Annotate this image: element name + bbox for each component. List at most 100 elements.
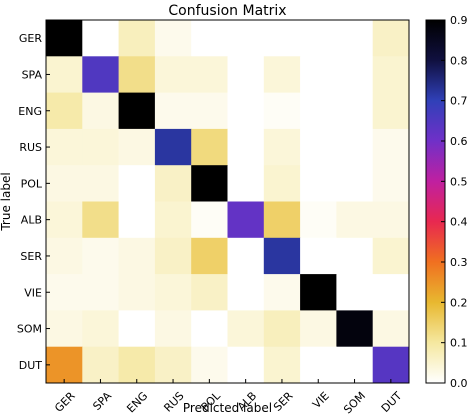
- heatmap-cell-som-spa: [82, 310, 120, 348]
- heatmap-cell-rus-ser: [263, 128, 301, 166]
- heatmap-cell-ger-som: [336, 20, 374, 57]
- heatmap-cell-ser-dut: [372, 237, 410, 275]
- heatmap-cell-ger-ser: [263, 20, 301, 57]
- x-tick-label: ENG: [124, 389, 150, 415]
- heatmap-cell-dut-alb: [227, 346, 265, 384]
- heatmap-cell-spa-ger: [46, 56, 83, 94]
- heatmap-cell-pol-alb: [227, 165, 265, 202]
- heatmap-cell-pol-eng: [118, 165, 156, 202]
- heatmap-cells: [46, 20, 410, 384]
- heatmap-cell-spa-eng: [118, 56, 156, 94]
- heatmap-cell-som-eng: [118, 310, 156, 348]
- heatmap-cell-spa-som: [336, 56, 374, 94]
- heatmap-cell-ger-spa: [82, 20, 120, 57]
- y-tick-label: DUT: [19, 359, 43, 372]
- heatmap-cell-som-pol: [191, 310, 228, 348]
- heatmap-cell-dut-rus: [154, 346, 192, 384]
- y-tick-label: SER: [20, 250, 42, 263]
- colorbar-tick-label: 0.9: [450, 14, 468, 27]
- y-axis-label: True label: [0, 172, 13, 231]
- heatmap-cell-alb-spa: [82, 201, 120, 239]
- heatmap-cell-som-som: [336, 310, 374, 348]
- heatmap-cell-ger-ger: [46, 20, 83, 57]
- heatmap-cell-spa-spa: [82, 56, 120, 94]
- colorbar-tick-label: 0.8: [450, 54, 468, 67]
- heatmap-cell-ser-alb: [227, 237, 265, 275]
- heatmap-cell-pol-vie: [300, 165, 337, 202]
- heatmap-cell-alb-eng: [118, 201, 156, 239]
- heatmap-cell-ger-rus: [154, 20, 192, 57]
- heatmap-cell-ger-eng: [118, 20, 156, 57]
- heatmap-cell-dut-eng: [118, 346, 156, 384]
- heatmap-cell-rus-eng: [118, 128, 156, 166]
- heatmap-cell-alb-alb: [227, 201, 265, 239]
- heatmap-cell-alb-rus: [154, 201, 192, 239]
- y-tick-label: VIE: [24, 286, 42, 299]
- heatmap-cell-som-rus: [154, 310, 192, 348]
- heatmap-cell-eng-ser: [263, 92, 301, 130]
- heatmap-cell-ger-vie: [300, 20, 337, 57]
- heatmap-cell-eng-pol: [191, 92, 228, 130]
- heatmap-cell-alb-som: [336, 201, 374, 239]
- x-tick-label: SER: [271, 389, 296, 414]
- heatmap-cell-rus-ger: [46, 128, 83, 166]
- y-tick-label: POL: [21, 177, 43, 190]
- heatmap-cell-ger-dut: [372, 20, 410, 57]
- heatmap-cell-spa-pol: [191, 56, 228, 94]
- heatmap-cell-vie-alb: [227, 274, 265, 311]
- heatmap-cell-pol-pol: [191, 165, 228, 202]
- heatmap-cell-ser-som: [336, 237, 374, 275]
- x-tick-label: SOM: [341, 389, 368, 416]
- heatmap-cell-dut-som: [336, 346, 374, 384]
- y-tick-label: RUS: [19, 141, 42, 154]
- colorbar-tick-label: 0.3: [450, 256, 468, 269]
- heatmap-cell-vie-vie: [300, 274, 337, 311]
- x-tick-label: GER: [52, 389, 78, 415]
- heatmap-cell-vie-spa: [82, 274, 120, 311]
- plot-frame: [45, 19, 410, 384]
- heatmap-cell-rus-spa: [82, 128, 120, 166]
- heatmap-cell-vie-dut: [372, 274, 410, 311]
- heatmap-cell-eng-eng: [118, 92, 156, 130]
- colorbar-tick-label: 0.1: [450, 337, 468, 350]
- y-tick-label: ALB: [21, 214, 42, 227]
- x-axis-label: Predicted label: [183, 401, 272, 415]
- heatmap-cell-rus-alb: [227, 128, 265, 166]
- heatmap-cell-rus-pol: [191, 128, 228, 166]
- heatmap-cell-eng-vie: [300, 92, 337, 130]
- heatmap-cell-eng-rus: [154, 92, 192, 130]
- heatmap-cell-pol-som: [336, 165, 374, 202]
- y-tick-label: ENG: [18, 105, 42, 118]
- heatmap-cell-vie-som: [336, 274, 374, 311]
- heatmap-cell-dut-ser: [263, 346, 301, 384]
- heatmap-cell-dut-dut: [372, 346, 410, 384]
- colorbar-tick-label: 0.0: [450, 377, 468, 390]
- heatmap-cell-eng-dut: [372, 92, 410, 130]
- heatmap-cell-rus-som: [336, 128, 374, 166]
- heatmap-cell-som-ser: [263, 310, 301, 348]
- colorbar-tick-label: 0.7: [450, 95, 468, 108]
- heatmap-cell-eng-alb: [227, 92, 265, 130]
- heatmap-cell-spa-vie: [300, 56, 337, 94]
- heatmap-cell-alb-dut: [372, 201, 410, 239]
- y-tick-label: GER: [19, 32, 42, 45]
- heatmap-cell-rus-rus: [154, 128, 192, 166]
- heatmap-cell-spa-dut: [372, 56, 410, 94]
- x-tick-label: DUT: [379, 389, 405, 415]
- heatmap-cell-rus-vie: [300, 128, 337, 166]
- y-ticks: GER SPA ENG RUS POL ALB SER VIE SOM DUT: [17, 32, 50, 372]
- colorbar-tick-label: 0.5: [450, 175, 468, 188]
- heatmap-cell-dut-pol: [191, 346, 228, 384]
- heatmap-cell-vie-ger: [46, 274, 83, 311]
- colorbar-tick-label: 0.6: [450, 135, 468, 148]
- heatmap-cell-ser-ger: [46, 237, 83, 275]
- heatmap-cell-eng-som: [336, 92, 374, 130]
- heatmap-cell-ser-spa: [82, 237, 120, 275]
- y-tick-label: SOM: [17, 323, 42, 336]
- heatmap-cell-dut-ger: [46, 346, 83, 384]
- heatmap-cell-vie-pol: [191, 274, 228, 311]
- x-tick-label: SPA: [90, 389, 114, 413]
- heatmap-cell-pol-dut: [372, 165, 410, 202]
